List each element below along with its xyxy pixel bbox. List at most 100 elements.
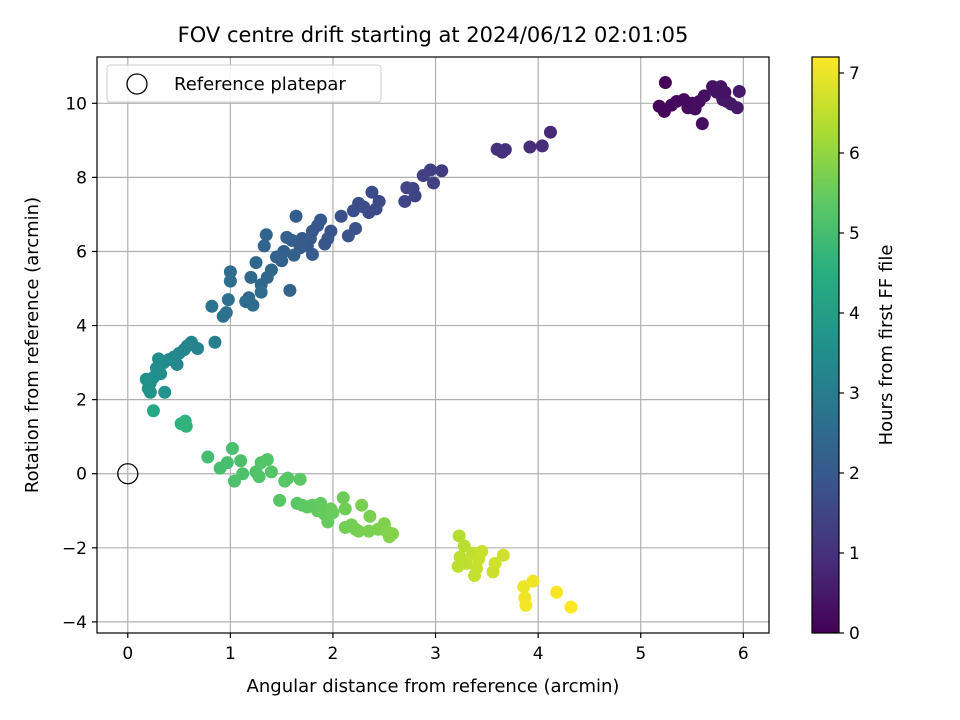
data-point: [490, 142, 504, 156]
data-point: [236, 467, 250, 481]
data-point: [341, 229, 355, 243]
colorbar-tick-label: 5: [849, 224, 860, 244]
data-point: [287, 248, 301, 262]
x-tick-label: 0: [122, 644, 133, 664]
y-axis-label: Rotation from reference (arcmin): [22, 197, 43, 493]
y-tick-label: 6: [76, 242, 87, 262]
data-point: [355, 498, 369, 512]
data-point: [732, 84, 746, 98]
y-tick-label: 0: [76, 465, 87, 485]
y-axis-ticks: −4 −2 0 2 4 6 8 10: [62, 94, 97, 633]
data-point: [254, 285, 268, 299]
x-axis-ticks: 0 1 2 3 4 5 6: [122, 633, 749, 664]
legend: Reference platepar: [106, 64, 382, 103]
legend-marker-icon: [126, 73, 148, 95]
data-point: [216, 309, 230, 323]
data-point: [365, 185, 379, 199]
data-point: [416, 169, 430, 183]
data-point: [249, 256, 263, 270]
data-point: [519, 598, 533, 612]
data-point: [543, 125, 557, 139]
data-point: [427, 176, 441, 190]
data-point: [201, 450, 215, 464]
colorbar-tick-label: 6: [849, 144, 860, 164]
data-point: [234, 454, 248, 468]
data-point: [523, 140, 537, 154]
data-point: [225, 442, 239, 456]
data-point: [326, 506, 340, 520]
reference-point-marker: [117, 463, 139, 485]
data-point: [281, 471, 295, 485]
data-point: [338, 502, 352, 516]
data-point: [658, 76, 672, 90]
data-point: [259, 228, 273, 242]
data-point: [252, 470, 266, 484]
data-point: [398, 194, 412, 208]
data-point: [146, 404, 160, 418]
data-point: [459, 556, 473, 570]
data-point: [280, 230, 294, 244]
data-point: [179, 419, 193, 433]
legend-box: [106, 64, 382, 103]
data-point: [139, 372, 153, 386]
x-tick-label: 1: [225, 644, 236, 664]
data-point: [385, 527, 399, 541]
x-axis-label: Angular distance from reference (arcmin): [247, 676, 620, 697]
data-point: [526, 574, 540, 588]
data-point: [305, 247, 319, 261]
colorbar: 0 1 2 3 4 5 6 7 Hours from first FF file: [811, 56, 897, 644]
data-point: [152, 365, 166, 379]
data-point: [730, 101, 744, 115]
data-point: [158, 385, 172, 399]
data-point: [336, 491, 350, 505]
x-tick-label: 4: [533, 644, 544, 664]
data-point: [257, 239, 271, 253]
data-point: [208, 335, 222, 349]
data-point: [260, 453, 274, 467]
y-tick-label: −2: [62, 539, 87, 559]
colorbar-tick-label: 0: [849, 624, 860, 644]
data-point: [270, 250, 284, 264]
data-points: [139, 76, 746, 614]
y-tick-label: −4: [62, 613, 87, 633]
colorbar-tick-label: 7: [849, 64, 860, 84]
data-point: [695, 117, 709, 131]
data-point: [535, 139, 549, 153]
colorbar-tick-label: 3: [849, 384, 860, 404]
colorbar-tick-label: 4: [849, 304, 860, 324]
legend-entry-label: Reference platepar: [174, 74, 346, 95]
data-point: [496, 548, 510, 562]
data-point: [475, 545, 489, 559]
data-point: [239, 294, 253, 308]
x-tick-label: 2: [328, 644, 339, 664]
data-point: [244, 270, 258, 284]
data-point: [273, 493, 287, 507]
data-point: [220, 456, 234, 470]
data-point: [408, 189, 422, 203]
data-point: [221, 293, 235, 307]
data-point: [352, 524, 366, 538]
data-point: [223, 265, 237, 279]
data-point: [550, 585, 564, 599]
data-point: [400, 181, 414, 195]
x-tick-label: 3: [430, 644, 441, 664]
data-point: [346, 204, 360, 218]
y-tick-label: 2: [76, 391, 87, 411]
chart-title: FOV centre drift starting at 2024/06/12 …: [178, 23, 689, 47]
data-point: [143, 385, 157, 399]
colorbar-label: Hours from first FF file: [876, 245, 897, 446]
data-point: [564, 600, 578, 614]
data-point: [289, 209, 303, 223]
colorbar-tick-label: 2: [849, 464, 860, 484]
data-point: [697, 89, 711, 103]
data-point: [283, 283, 297, 297]
data-point: [205, 299, 219, 313]
data-point: [318, 237, 332, 251]
data-point: [488, 556, 502, 570]
y-tick-label: 8: [76, 168, 87, 188]
data-point: [452, 529, 466, 543]
colorbar-ticks: 0 1 2 3 4 5 6 7: [839, 64, 860, 644]
data-point: [435, 164, 449, 178]
reference-point: [117, 463, 139, 485]
